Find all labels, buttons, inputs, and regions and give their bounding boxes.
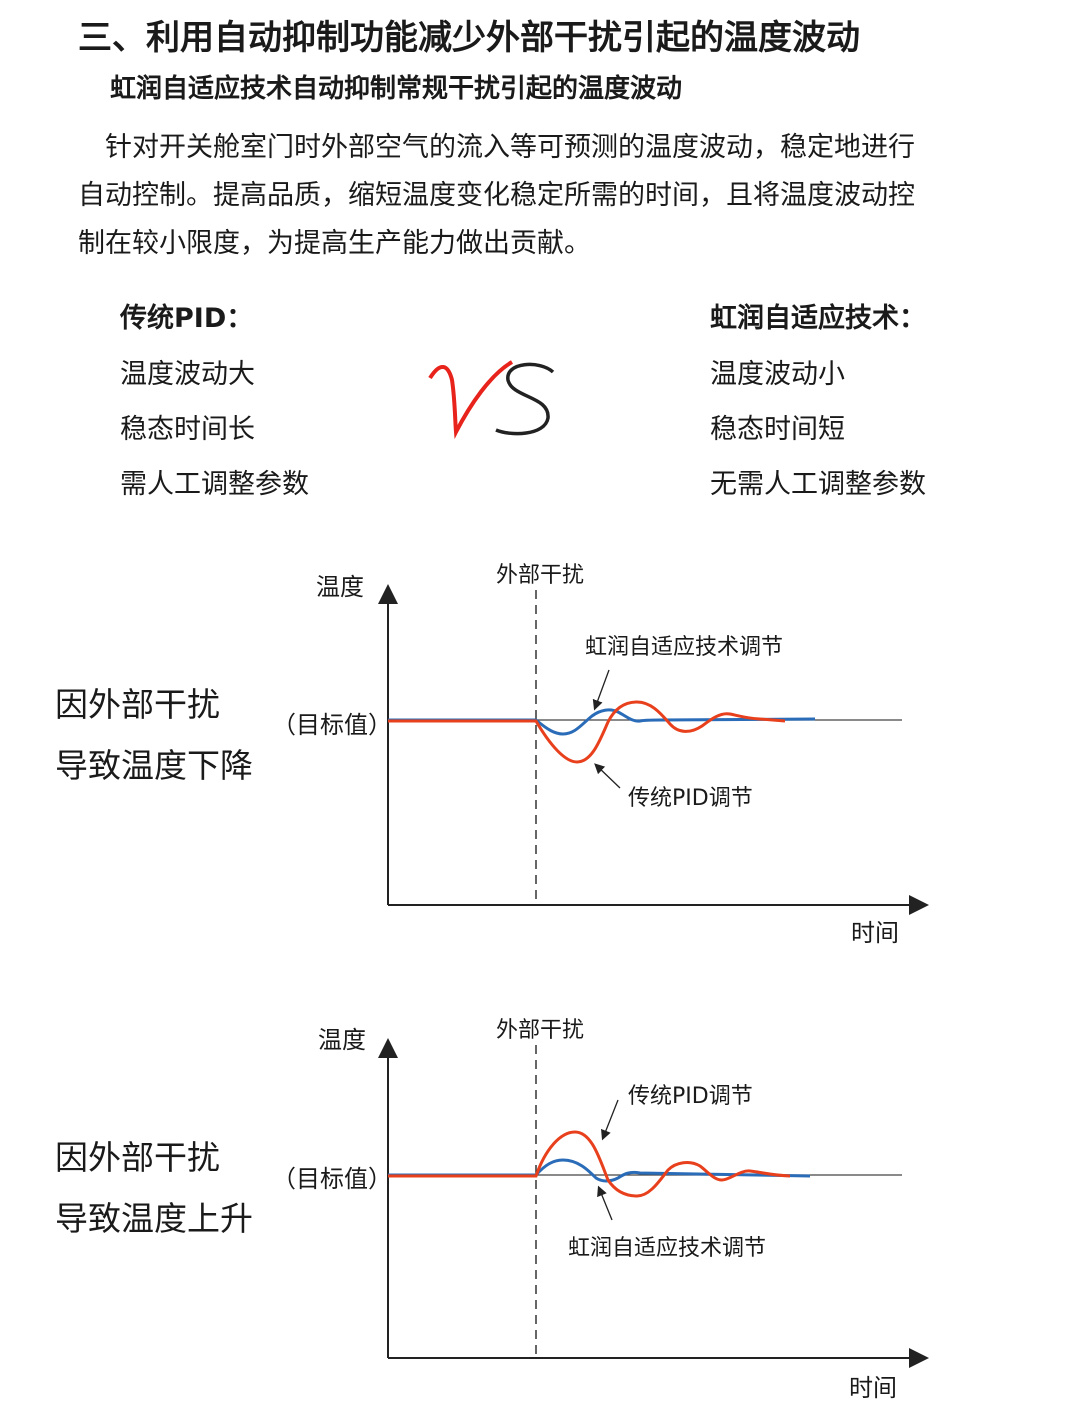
pid-arrow — [601, 1099, 619, 1141]
chart-side-label: 因外部干扰 — [55, 685, 220, 724]
adaptive-arrow — [597, 1185, 613, 1221]
paragraph-line: 自动控制。提高品质，缩短温度变化稳定所需的时间，且将温度波动控 — [78, 180, 915, 211]
paragraph-line: 针对开关舱室门时外部空气的流入等可预测的温度波动，稳定地进行 — [78, 132, 915, 163]
disturbance-label: 外部干扰 — [496, 563, 585, 588]
vs-logo — [428, 360, 555, 440]
pid-item: 温度波动大 — [120, 359, 255, 390]
page-title: 三、利用自动抑制功能减少外部干扰引起的温度波动 — [78, 18, 860, 58]
adaptive-label: 虹润自适应技术调节 — [568, 1236, 767, 1261]
adaptive-title: 虹润自适应技术： — [710, 303, 926, 334]
chart-temperature-drop — [378, 584, 929, 915]
pid-label: 传统PID调节 — [628, 1084, 753, 1109]
adaptive-item: 稳态时间短 — [710, 414, 845, 445]
x-axis-label: 时间 — [849, 1374, 897, 1402]
pid-item: 稳态时间长 — [120, 414, 255, 445]
chart-temperature-rise — [378, 1038, 929, 1368]
disturbance-label: 外部干扰 — [496, 1018, 585, 1043]
x-axis-label: 时间 — [851, 919, 899, 947]
pid-title: 传统PID： — [120, 303, 254, 334]
pid-arrow — [594, 763, 621, 789]
pid-label: 传统PID调节 — [628, 786, 753, 811]
adaptive-item: 无需人工调整参数 — [710, 469, 926, 500]
adaptive-label: 虹润自适应技术调节 — [585, 635, 784, 660]
paragraph-line: 制在较小限度，为提高生产能力做出贡献。 — [78, 228, 591, 259]
pid-curve — [388, 1130, 791, 1198]
pid-curve — [388, 700, 786, 764]
adaptive-arrow — [592, 669, 610, 711]
chart-side-label: 导致温度下降 — [55, 746, 253, 785]
adaptive-curve — [388, 708, 816, 736]
intro-paragraph: 针对开关舱室门时外部空气的流入等可预测的温度波动，稳定地进行 自动控制。提高品质… — [78, 124, 1018, 268]
pid-item: 需人工调整参数 — [120, 469, 309, 500]
adaptive-curve — [388, 1158, 811, 1183]
adaptive-item: 温度波动小 — [710, 359, 845, 390]
chart-side-label: 因外部干扰 — [55, 1138, 220, 1177]
subtitle: 虹润自适应技术自动抑制常规干扰引起的温度波动 — [110, 74, 683, 104]
y-axis-label: 温度 — [316, 573, 364, 601]
target-label: （目标值） — [272, 711, 392, 739]
target-label: （目标值） — [272, 1165, 392, 1193]
y-axis-label: 温度 — [318, 1026, 366, 1054]
chart-side-label: 导致温度上升 — [55, 1199, 253, 1238]
